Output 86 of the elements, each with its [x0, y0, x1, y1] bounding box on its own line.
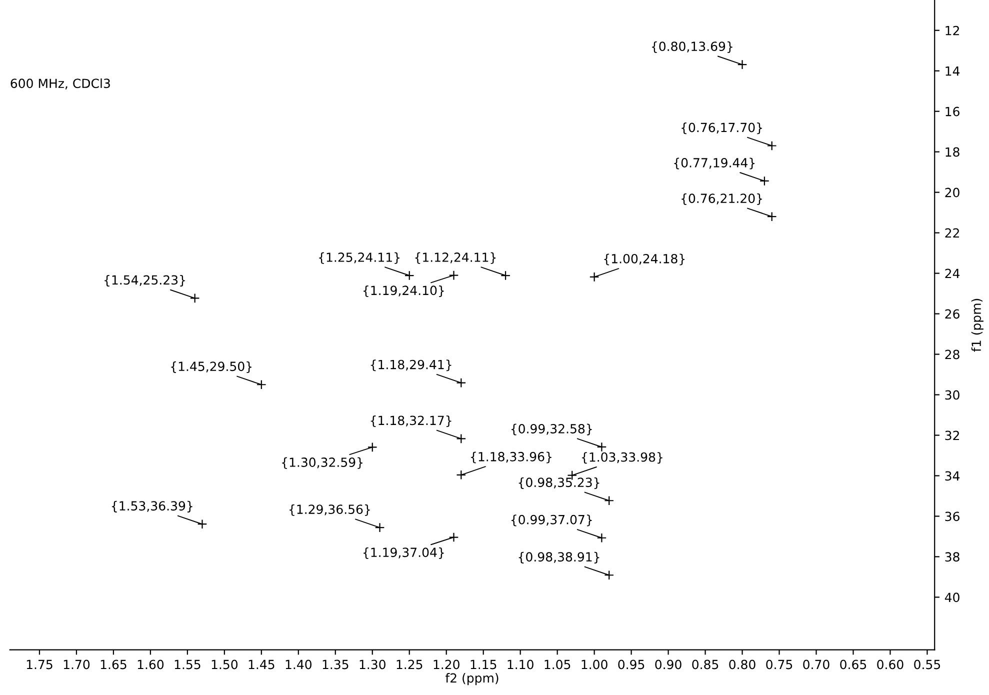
annotation: 600 MHz, CDCl3 [10, 78, 110, 90]
x-tick-label: 0.70 [803, 660, 830, 670]
x-tick-label: 0.60 [877, 660, 904, 670]
y-tick-label: 28 [945, 350, 960, 360]
annotation: {0.76,17.70} [682, 122, 762, 134]
x-tick-label: 1.35 [322, 660, 348, 670]
point [766, 212, 777, 222]
annotation: {1.18,32.17} [370, 415, 452, 428]
x-tick-label: 0.80 [729, 660, 756, 670]
y-tick-label: 22 [945, 228, 959, 238]
x-tick-label: 1.15 [470, 660, 496, 670]
x-tick-label: 1.45 [248, 660, 274, 670]
x-tick-label: 1.00 [582, 660, 608, 670]
point [500, 270, 510, 280]
y-tick-label: 40 [944, 592, 960, 602]
annotation: {1.00,24.18} [604, 254, 685, 266]
point [197, 519, 208, 530]
annotation: {1.19,37.04} [363, 547, 444, 559]
y-tick-label: 26 [945, 309, 960, 319]
annotation: {0.77,19.44} [674, 158, 755, 170]
y-tick-label: 38 [945, 552, 960, 562]
y-tick-label: 32 [945, 430, 959, 440]
x-tick-label: 1.30 [360, 660, 386, 670]
annotation: {1.53,36.39} [112, 500, 192, 512]
point [596, 442, 607, 452]
x-axis-title: f2 (ppm) [445, 673, 498, 686]
x-tick-label: 1.70 [64, 660, 90, 670]
x-tick-label: 0.90 [655, 660, 682, 670]
point [760, 176, 770, 186]
annotation: {1.54,25.23} [104, 274, 185, 287]
point [367, 442, 378, 452]
annotation: {1.30,32.59} [282, 457, 362, 469]
point [604, 570, 614, 580]
y-tick-label: 12 [946, 26, 959, 36]
point [448, 532, 459, 542]
x-tick-label: 0.55 [914, 660, 940, 670]
annotation: {1.45,29.50} [171, 361, 252, 373]
y-axis-title: f1 (ppm) [971, 298, 984, 352]
point [404, 270, 414, 280]
x-tick-label: 1.55 [174, 660, 200, 670]
point [374, 522, 385, 532]
x-tick-label: 1.40 [286, 660, 312, 670]
x-tick-label: 1.20 [434, 660, 460, 670]
x-tick-label: 0.65 [840, 660, 866, 670]
annotation: {1.12,24.11} [415, 252, 496, 264]
y-tick-label: 16 [946, 106, 960, 116]
x-tick-label: 0.75 [766, 660, 792, 670]
point [190, 293, 200, 304]
annotation: {1.25,24.11} [319, 252, 400, 264]
annotation: {0.99,32.58} [511, 424, 592, 436]
annotation: {0.98,35.23} [518, 477, 600, 489]
x-tick-label: 1.65 [100, 660, 126, 670]
annotation: {1.19,24.10} [363, 285, 444, 297]
y-tick-label: 18 [946, 147, 960, 157]
x-tick-label: 1.25 [396, 660, 422, 670]
point [766, 140, 777, 151]
y-tick-label: 14 [946, 66, 960, 76]
x-tick-label: 1.05 [544, 660, 570, 670]
y-tick-label: 30 [945, 390, 960, 400]
x-tick-label: 1.50 [212, 660, 238, 670]
y-tick-label: 20 [945, 188, 960, 198]
annotation: {0.99,37.07} [511, 514, 592, 526]
annotation: {0.80,13.69} [652, 41, 732, 53]
x-tick-label: 1.60 [138, 660, 164, 670]
x-tick-label: 1.75 [26, 660, 52, 670]
y-tick-label: 24 [945, 268, 960, 278]
x-tick-label: 0.95 [618, 660, 644, 670]
point [456, 378, 466, 388]
annotation: {1.18,33.96} [471, 452, 552, 464]
y-tick-label: 36 [945, 512, 960, 522]
annotation: {0.98,38.91} [518, 552, 600, 564]
x-tick-label: 1.10 [508, 660, 534, 670]
point [596, 532, 607, 543]
point [604, 496, 614, 506]
annotation: {0.76,21.20} [682, 193, 762, 205]
point [589, 272, 600, 282]
point [256, 380, 266, 390]
x-tick-label: 0.85 [692, 660, 718, 670]
point [456, 434, 466, 444]
point [456, 470, 466, 480]
y-tick-label: 34 [945, 471, 960, 481]
point [448, 270, 459, 280]
annotation: {1.18,29.41} [370, 360, 452, 372]
annotation: {1.03,33.98} [582, 452, 662, 464]
point [737, 60, 748, 70]
annotation: {1.29,36.56} [290, 504, 370, 516]
